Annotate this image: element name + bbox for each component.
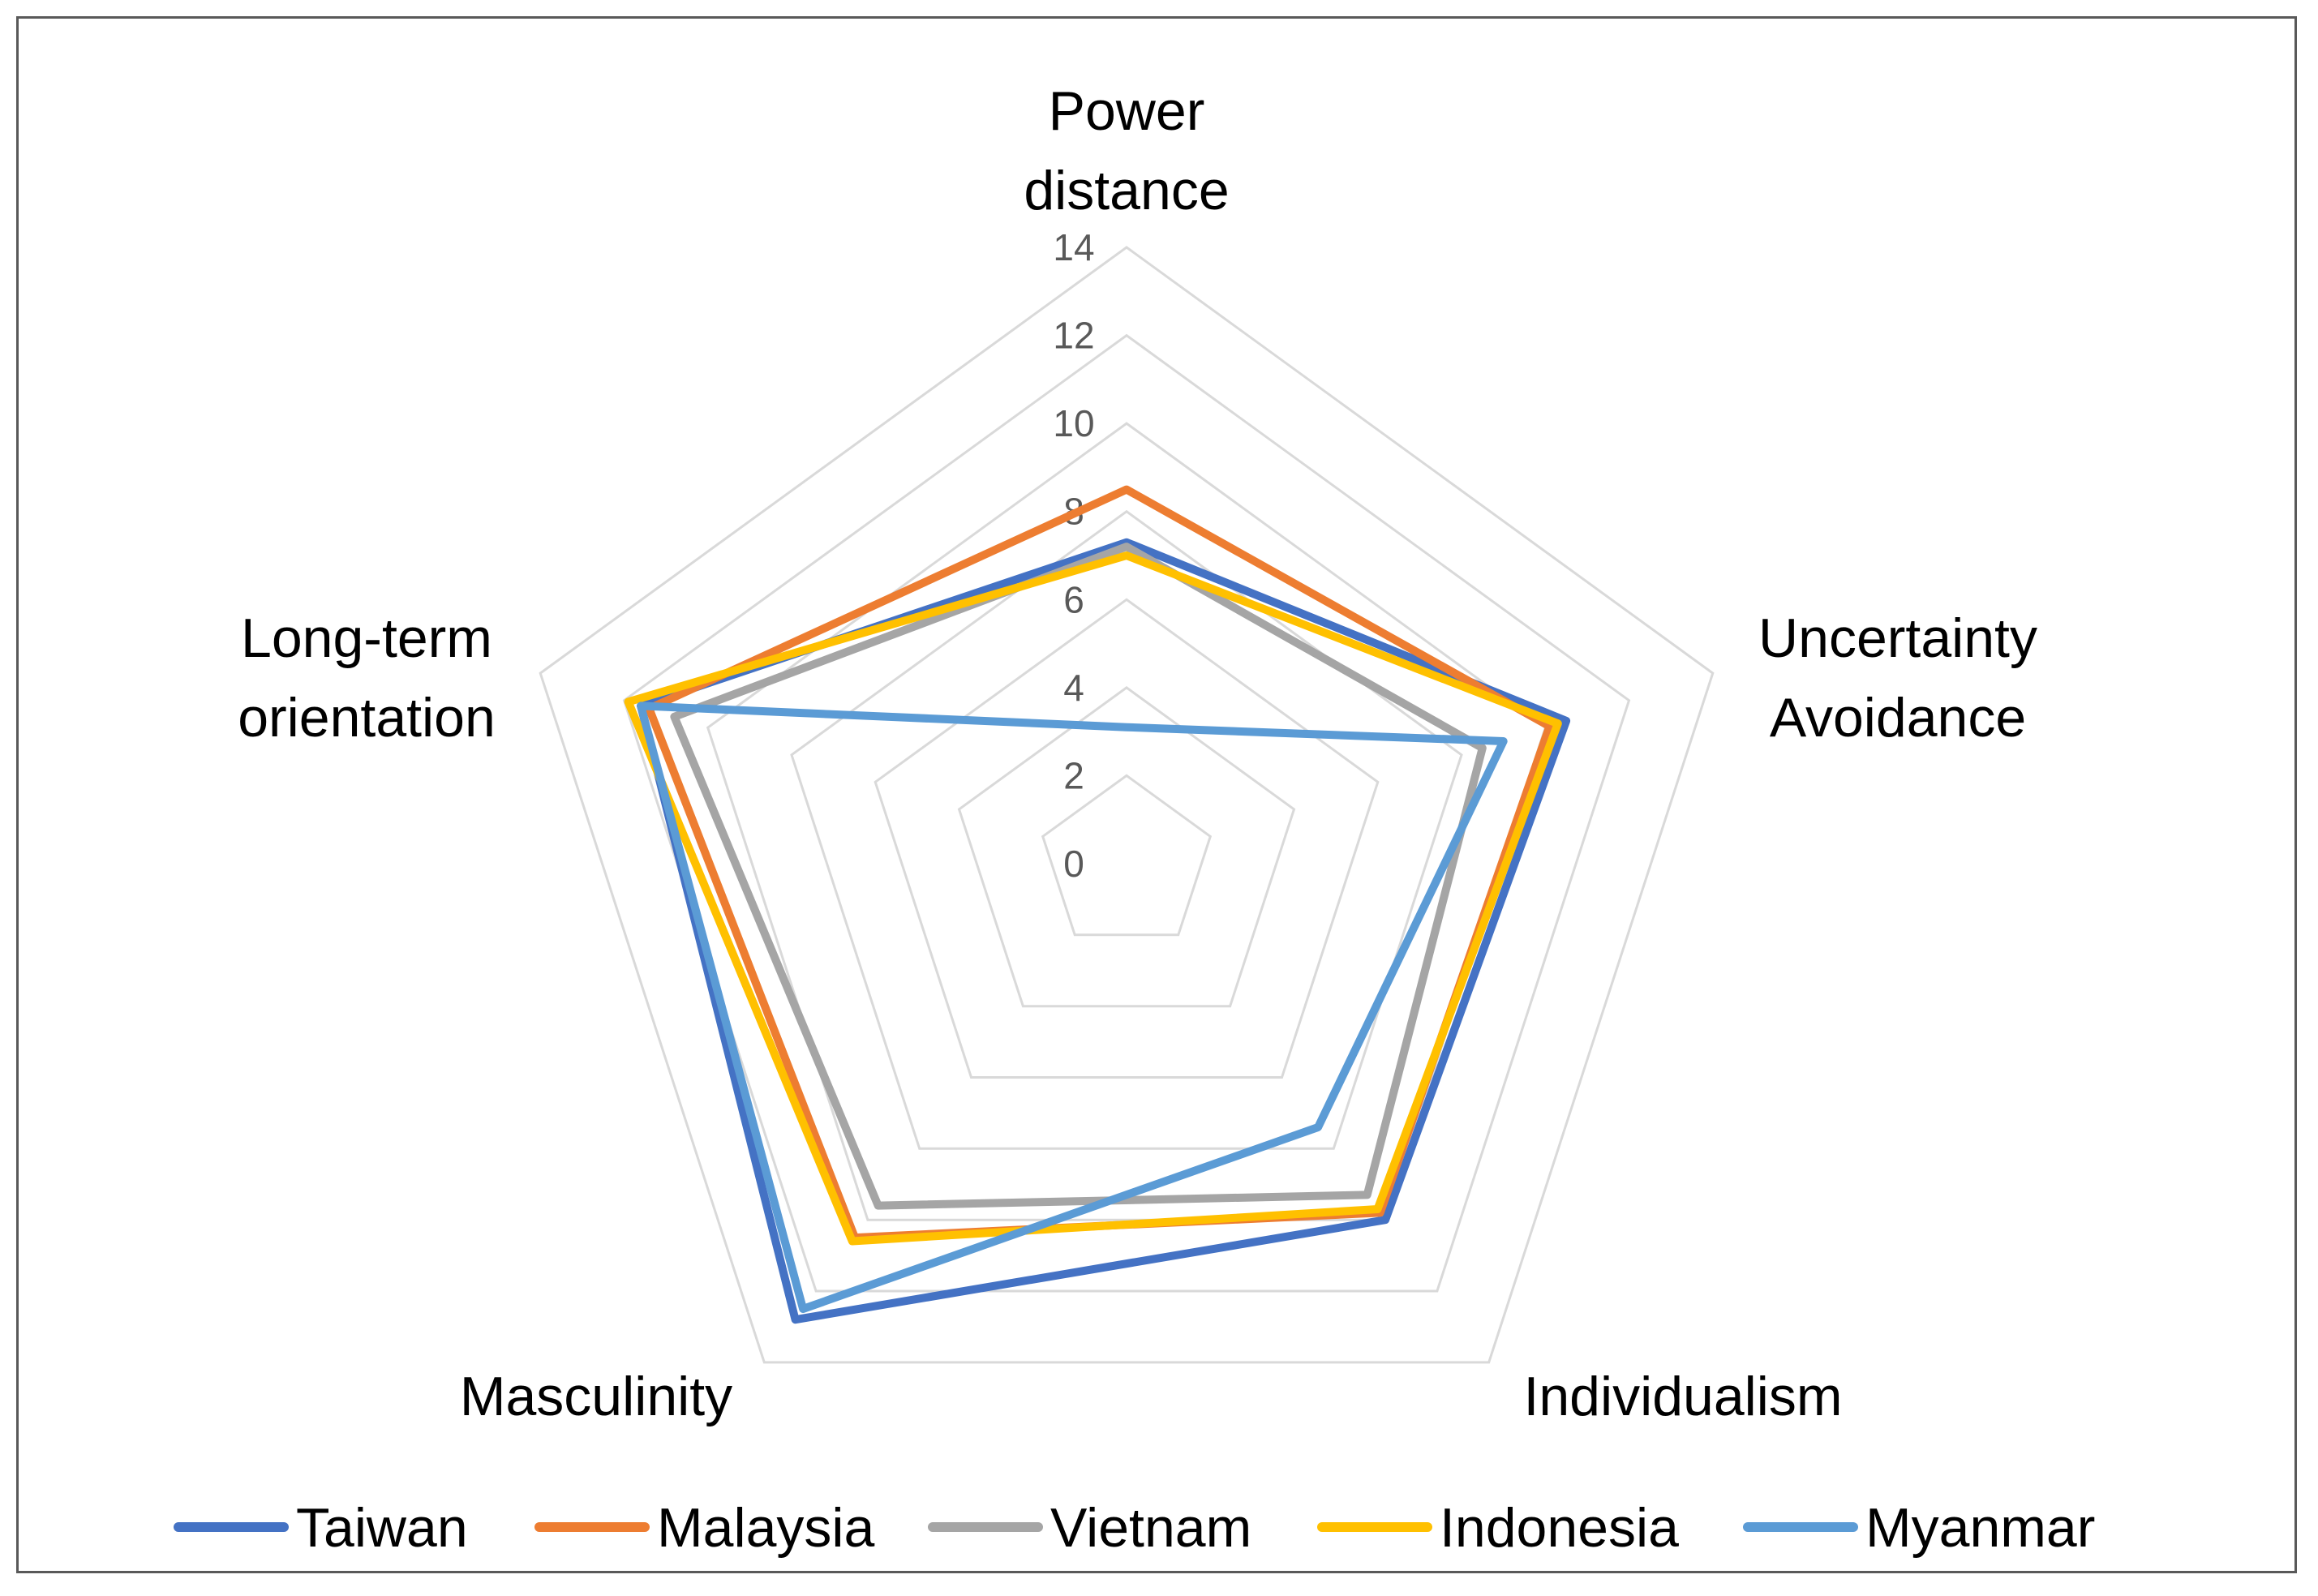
legend-label-myanmar: Myanmar	[1865, 1497, 2095, 1559]
grid-ring-12	[622, 333, 1631, 1293]
chart-frame	[16, 16, 2297, 1573]
axis-label-line: Individualism	[1523, 1366, 1842, 1427]
series-layer	[624, 485, 1571, 1324]
axis-label-line: Avoidance	[1770, 687, 2026, 749]
grid-ring-14	[539, 246, 1715, 1364]
axis-label-masculinity: Masculinity	[460, 1366, 732, 1427]
tick-label: 14	[1053, 226, 1094, 268]
axis-label-uncertainty-avoidance: Uncertainty Avoidance	[1758, 607, 2037, 749]
tick-label: 4	[1063, 667, 1084, 709]
axis-label-line: Long-term	[241, 607, 492, 669]
axis-label-individualism: Individualism	[1523, 1366, 1842, 1427]
legend-label-indonesia: Indonesia	[1440, 1497, 1679, 1559]
axis-label-line: Uncertainty	[1758, 607, 2037, 669]
axis-label-line: Masculinity	[460, 1366, 732, 1427]
axis-label-line: orientation	[238, 687, 496, 749]
tick-label: 12	[1053, 315, 1094, 357]
series-line-myanmar	[637, 701, 1508, 1313]
legend-label-taiwan: Taiwan	[296, 1497, 468, 1559]
axis-label-power-distance: Power distance	[1024, 80, 1229, 221]
axis-labels: Power distance Uncertainty Avoidance Individ…	[238, 80, 2037, 1427]
tick-label: 0	[1063, 843, 1084, 885]
series-line-malaysia	[645, 485, 1554, 1242]
series-line-indonesia	[624, 551, 1562, 1246]
grid-ring-6	[874, 598, 1380, 1079]
grid-layer	[539, 246, 1715, 1364]
tick-label: 10	[1053, 402, 1094, 444]
tick-label: 6	[1063, 578, 1084, 620]
legend-label-vietnam: Vietnam	[1050, 1497, 1251, 1559]
grid-ring-4	[957, 686, 1296, 1008]
axis-label-line: distance	[1024, 160, 1229, 221]
axis-label-long-term-orientation: Long-term orientation	[238, 607, 496, 749]
legend-label-malaysia: Malaysia	[657, 1497, 874, 1559]
tick-label: 2	[1063, 754, 1084, 796]
axis-label-line: Power	[1049, 80, 1205, 142]
grid-ring-2	[1041, 774, 1213, 937]
legend: Taiwan Malaysia Vietnam Indonesia Myanmar	[174, 1497, 2095, 1559]
